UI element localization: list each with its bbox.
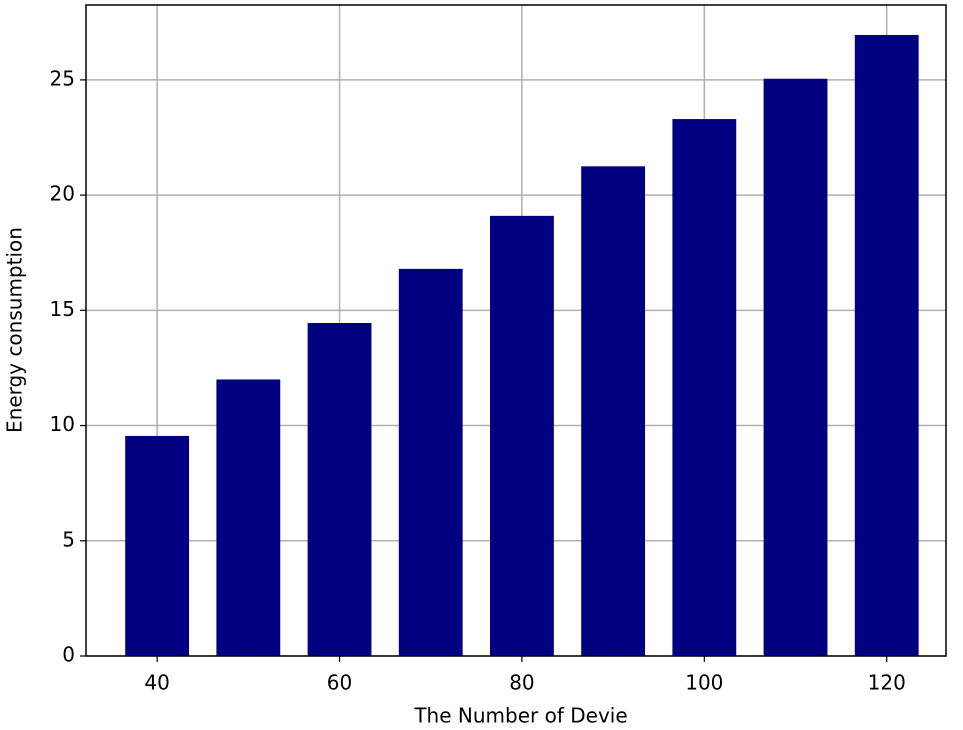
- bar: [763, 78, 828, 657]
- y-tick-label: 25: [50, 66, 75, 90]
- plot-frame: [85, 4, 947, 657]
- y-tick-label: 15: [50, 297, 75, 321]
- bar: [672, 119, 737, 656]
- y-tick-label: 0: [62, 643, 75, 667]
- y-tick-label: 20: [50, 182, 75, 206]
- y-tick-label: 10: [50, 412, 75, 436]
- bar: [398, 268, 463, 656]
- bar: [216, 379, 281, 656]
- x-tick-label: 40: [144, 671, 169, 695]
- bar: [490, 215, 554, 657]
- bar: [307, 323, 372, 656]
- y-axis-label: Energy consumption: [3, 227, 27, 433]
- bar: [125, 435, 190, 656]
- y-tick-label: 5: [62, 527, 75, 551]
- bar: [581, 166, 646, 656]
- bar: [854, 34, 919, 657]
- x-axis-label: The Number of Devie: [413, 704, 627, 728]
- x-tick-label: 120: [868, 671, 906, 695]
- x-tick-label: 60: [327, 671, 352, 695]
- x-tick-label: 100: [685, 671, 723, 695]
- x-tick-label: 80: [509, 671, 534, 695]
